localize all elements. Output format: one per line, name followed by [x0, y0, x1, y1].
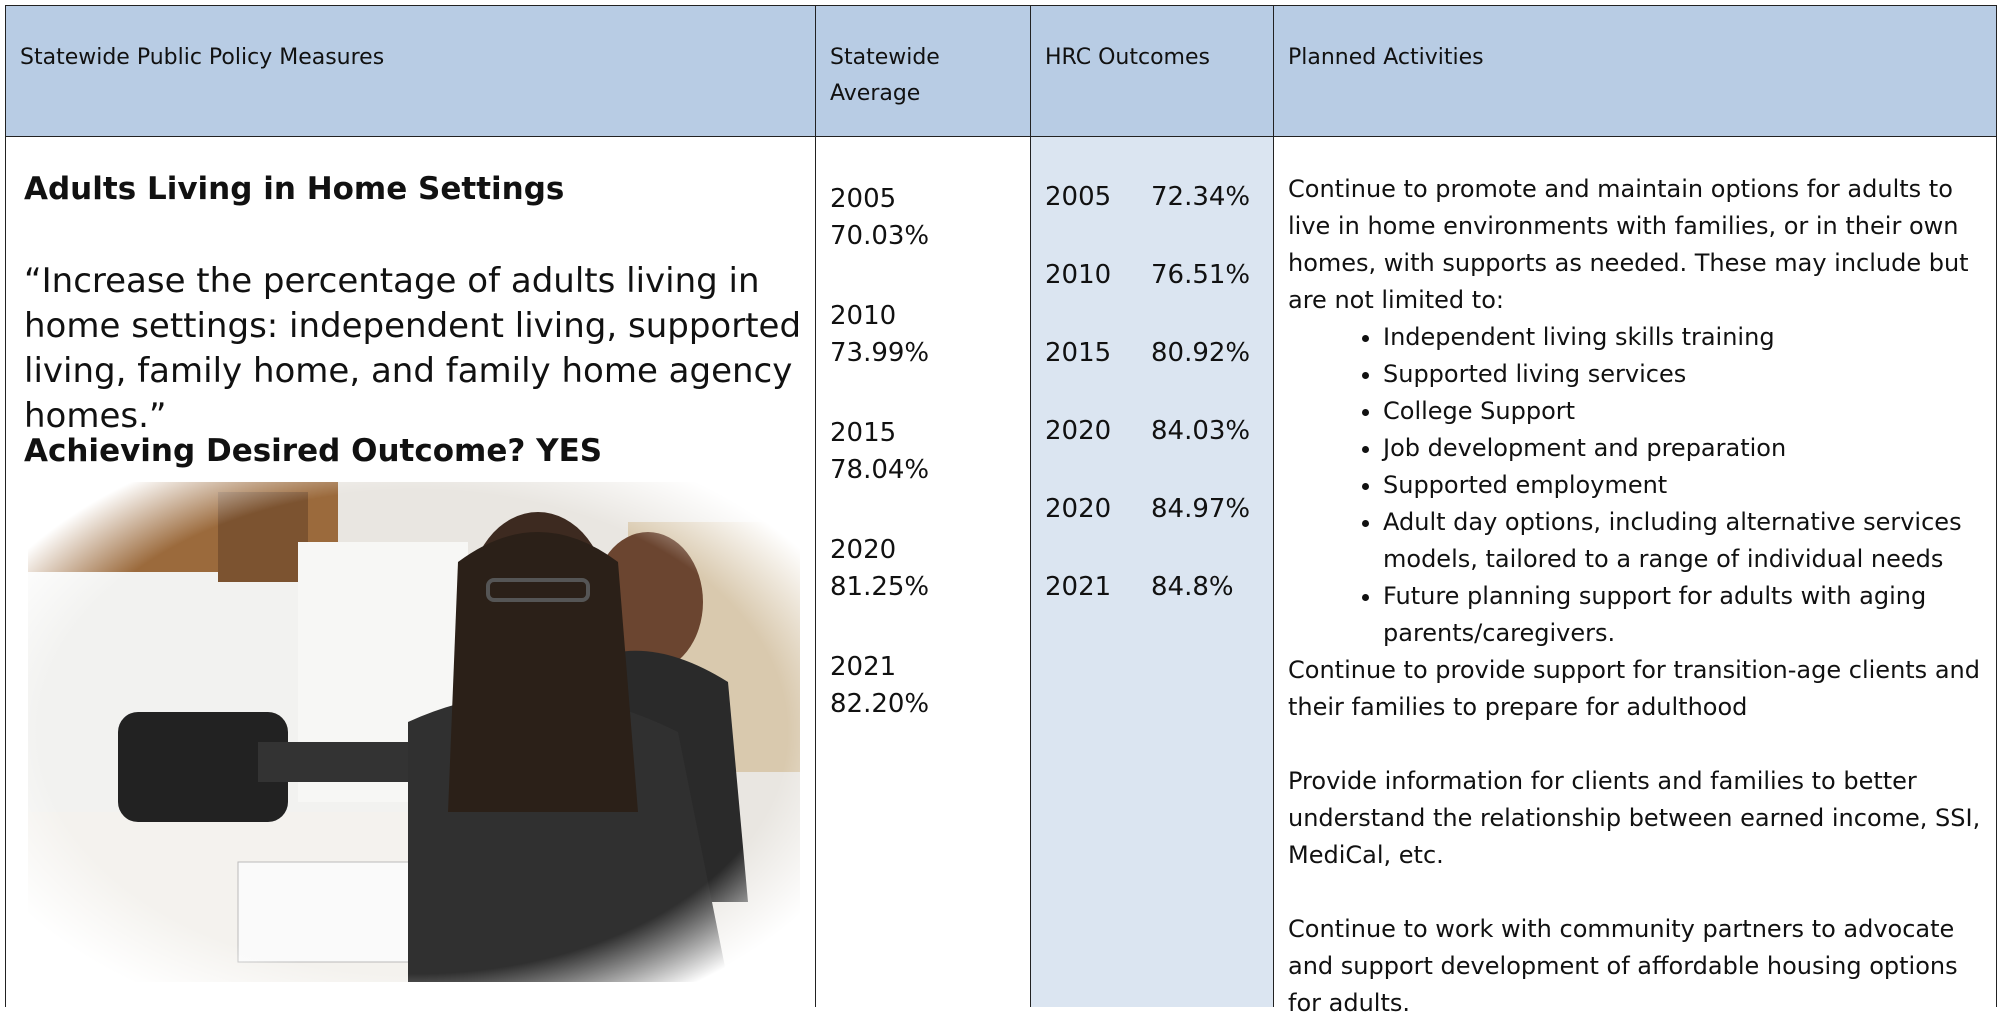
value: 78.04% [830, 452, 929, 489]
value: 84.8% [1151, 569, 1234, 606]
bullet-item: College Support [1383, 393, 1984, 430]
value: 82.20% [830, 686, 929, 723]
value: 84.97% [1151, 491, 1250, 528]
measure-quote: “Increase the percentage of adults livin… [24, 259, 804, 439]
bullet-item: Independent living skills training [1383, 319, 1984, 356]
year: 2020 [1045, 494, 1111, 524]
paragraph: Continue to work with community partners… [1288, 911, 1984, 1022]
year: 2021 [1045, 572, 1111, 602]
header-cell: Statewide Public Policy Measures [5, 5, 816, 137]
bullet-item: Adult day options, including alternative… [1383, 504, 1984, 578]
year: 2010 [830, 298, 929, 335]
year: 2021 [830, 649, 929, 686]
paragraph: Continue to provide support for transiti… [1288, 652, 1984, 726]
bullet-item: Job development and preparation [1383, 430, 1984, 467]
value: 73.99% [830, 335, 929, 372]
value: 84.03% [1151, 413, 1250, 450]
year: 2005 [830, 181, 929, 218]
planned-activities-cell: Continue to promote and maintain options… [1273, 137, 1997, 1007]
year: 2010 [1045, 260, 1111, 290]
year: 2020 [1045, 416, 1111, 446]
value: 72.34% [1151, 179, 1250, 216]
header-cell: Planned Activities [1273, 5, 1997, 137]
bullet-item: Supported living services [1383, 356, 1984, 393]
page: Statewide Public Policy Measures Statewi… [0, 0, 2001, 1000]
measure-cell: Adults Living in Home Settings “Increase… [5, 137, 816, 1007]
header-cell: Statewide Average [815, 5, 1031, 137]
bullet-item: Supported employment [1383, 467, 1984, 504]
value: 76.51% [1151, 257, 1250, 294]
year: 2015 [1045, 338, 1111, 368]
paragraph: Provide information for clients and fami… [1288, 763, 1984, 874]
value: 70.03% [830, 218, 929, 255]
photo [28, 482, 800, 982]
paragraph: Continue to promote and maintain options… [1288, 171, 1984, 319]
year: 2015 [830, 415, 929, 452]
measure-title: Adults Living in Home Settings [24, 171, 564, 207]
value: 80.92% [1151, 335, 1250, 372]
bullet-item: Future planning support for adults with … [1383, 578, 1984, 652]
year: 2005 [1045, 182, 1111, 212]
header-cell: HRC Outcomes [1030, 5, 1274, 137]
value: 81.25% [830, 569, 929, 606]
measure-status: Achieving Desired Outcome? YES [24, 433, 602, 469]
year: 2020 [830, 532, 929, 569]
bullet-list: Independent living skills trainingSuppor… [1288, 319, 1984, 652]
